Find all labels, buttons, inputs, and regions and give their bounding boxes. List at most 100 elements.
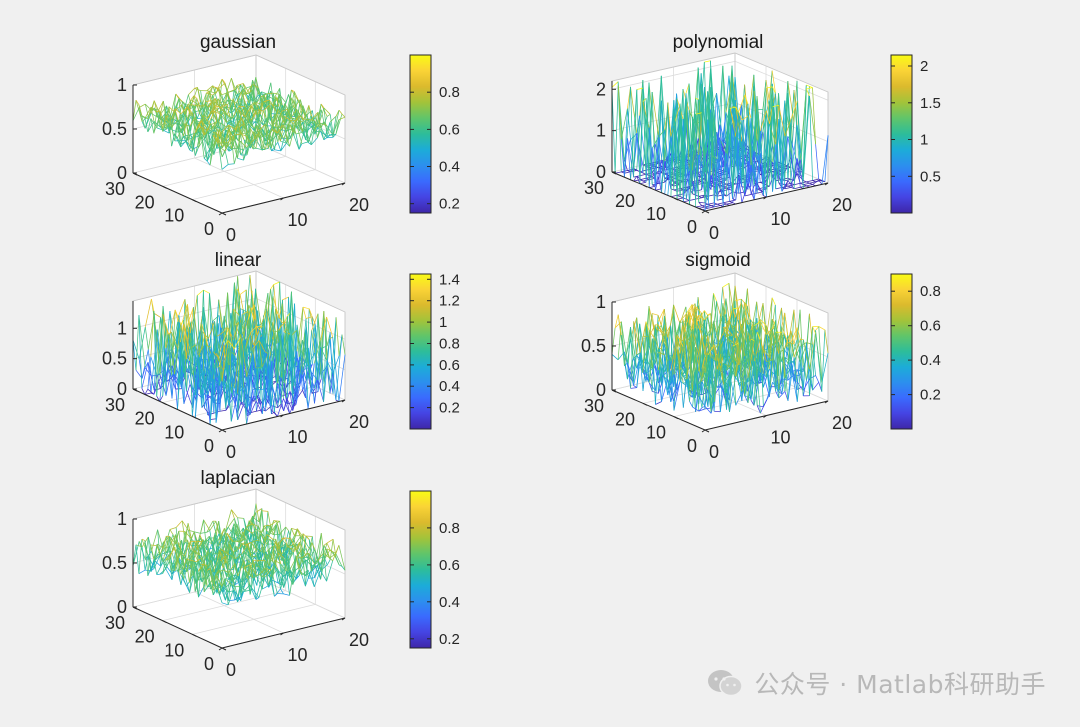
mesh-segment xyxy=(192,116,197,138)
mesh-segment xyxy=(258,132,266,150)
colorbar-tick-label: 0.8 xyxy=(439,336,460,353)
mesh-segment xyxy=(314,123,321,130)
y-tick-mark xyxy=(221,429,227,433)
mesh-segment xyxy=(323,122,331,140)
mesh-segment xyxy=(255,77,260,95)
y-tick-mark xyxy=(192,199,197,203)
y-tick-mark xyxy=(162,185,167,189)
mesh-segment xyxy=(186,122,190,147)
mesh-segment xyxy=(165,106,170,130)
mesh-segment xyxy=(304,128,312,145)
mesh-segment xyxy=(268,129,275,150)
mesh-segment xyxy=(661,129,665,161)
mesh-segment xyxy=(323,116,328,124)
mesh-segment xyxy=(220,114,228,123)
mesh-segment xyxy=(283,124,290,147)
mesh-segment xyxy=(205,100,212,102)
mesh-segment xyxy=(243,136,248,150)
mesh-segment xyxy=(240,117,245,125)
mesh-segment xyxy=(153,100,158,113)
mesh-segment xyxy=(135,99,140,105)
mesh-segment xyxy=(741,94,746,183)
mesh-segment xyxy=(224,136,232,152)
mesh-segment xyxy=(250,119,255,129)
mesh-segment xyxy=(759,156,767,163)
mesh-segment xyxy=(207,126,215,131)
mesh-segment xyxy=(219,142,226,144)
mesh-segment xyxy=(215,105,222,112)
mesh-segment xyxy=(280,138,285,151)
mesh-segment xyxy=(289,124,294,133)
mesh-segment xyxy=(221,78,226,84)
mesh-segment xyxy=(193,104,200,107)
mesh-segment xyxy=(186,122,193,152)
z-tick-label: 1 xyxy=(596,121,606,141)
mesh-segment xyxy=(139,103,146,108)
mesh-segment xyxy=(311,112,318,120)
mesh-segment xyxy=(241,120,249,135)
mesh-segment xyxy=(765,80,770,100)
mesh-segment xyxy=(255,147,263,150)
mesh-segment xyxy=(252,83,259,89)
mesh-segment xyxy=(250,105,258,116)
mesh-segment xyxy=(283,124,291,140)
mesh-segment xyxy=(624,108,628,174)
mesh-segment xyxy=(213,122,221,131)
mesh-segment xyxy=(231,78,235,91)
mesh-segment xyxy=(238,105,243,110)
mesh-segment xyxy=(236,83,244,86)
y-tick-label: 0 xyxy=(204,219,214,239)
mesh-segment xyxy=(144,118,149,129)
mesh-segment xyxy=(174,133,182,148)
mesh-segment xyxy=(183,136,190,151)
mesh-segment xyxy=(189,134,194,139)
mesh-segment xyxy=(257,105,261,115)
mesh-segment xyxy=(223,126,227,138)
mesh-segment xyxy=(274,128,278,134)
colorbar-gradient xyxy=(409,54,432,214)
mesh-segment xyxy=(261,124,266,151)
mesh-segment xyxy=(212,86,216,88)
colorbar-tick-label: 0.4 xyxy=(439,159,460,176)
mesh-segment xyxy=(293,117,297,120)
mesh-segment xyxy=(762,88,767,176)
mesh-segment xyxy=(317,123,321,138)
mesh-segment xyxy=(241,108,246,118)
mesh-segment xyxy=(181,104,185,115)
mesh-segment xyxy=(287,99,295,131)
mesh-segment xyxy=(218,146,226,152)
x-tick-mark xyxy=(341,182,346,186)
mesh-segment xyxy=(168,115,172,147)
mesh-segment xyxy=(218,146,223,170)
mesh-segment xyxy=(284,106,292,124)
mesh-segment xyxy=(293,99,298,121)
mesh-segment xyxy=(676,103,681,192)
mesh-segment xyxy=(277,127,281,142)
mesh-segment xyxy=(257,96,262,110)
mesh-segment xyxy=(624,138,628,178)
mesh-segment xyxy=(156,111,164,132)
y-tick-label: 30 xyxy=(105,179,125,199)
mesh-segment xyxy=(630,89,638,180)
mesh-segment xyxy=(242,83,247,94)
mesh-segment xyxy=(292,123,297,135)
mesh-segment xyxy=(247,105,252,124)
mesh-segment xyxy=(335,119,340,135)
colorbar-tick-label: 0.2 xyxy=(439,400,460,417)
mesh-segment xyxy=(222,142,226,149)
mesh-segment xyxy=(242,89,247,121)
mesh-segment xyxy=(620,139,625,178)
mesh-segment xyxy=(219,129,223,149)
mesh-segment xyxy=(206,86,214,106)
mesh-segment xyxy=(254,96,262,106)
mesh-segment xyxy=(150,107,155,122)
mesh-segment xyxy=(216,130,223,142)
mesh-segment xyxy=(295,133,300,150)
mesh-segment xyxy=(320,109,325,124)
mesh-segment xyxy=(147,107,152,120)
mesh-segment xyxy=(197,135,202,148)
mesh-segment xyxy=(177,119,182,141)
mesh-segment xyxy=(256,124,261,129)
mesh-segment xyxy=(257,94,265,119)
mesh-segment xyxy=(159,110,167,125)
